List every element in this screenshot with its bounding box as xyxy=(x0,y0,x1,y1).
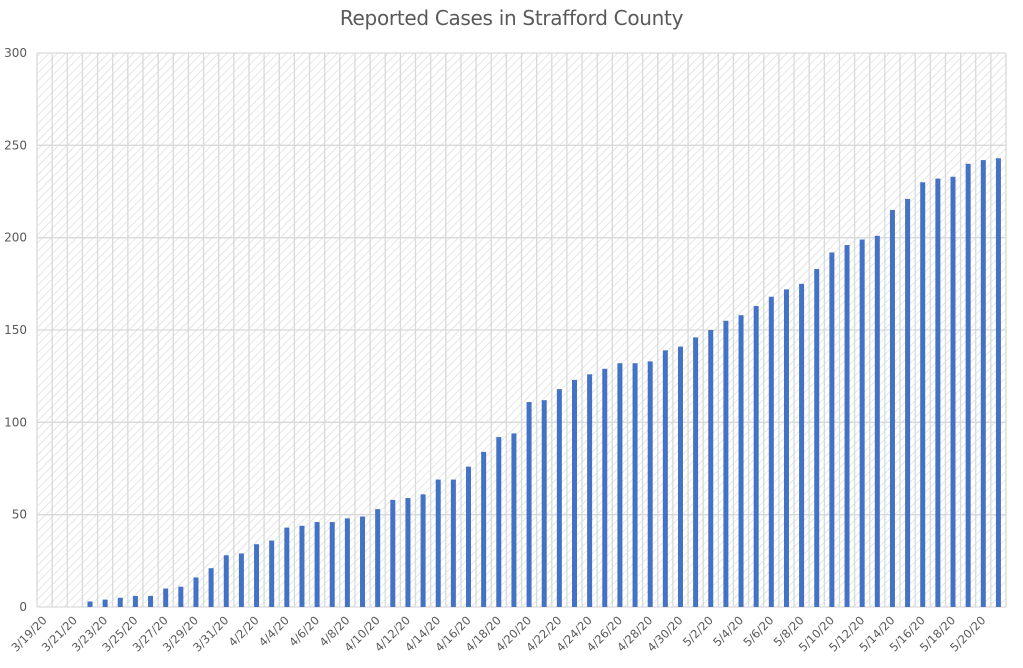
x-tick-label: 4/6/20 xyxy=(286,613,322,649)
bar xyxy=(511,433,517,607)
gridlines xyxy=(36,52,1007,608)
bar xyxy=(693,337,699,607)
bar xyxy=(799,283,805,607)
y-tick-label: 100 xyxy=(4,415,27,429)
bar xyxy=(920,182,926,607)
bar xyxy=(254,544,260,607)
bar xyxy=(163,588,169,607)
bar xyxy=(889,209,895,607)
x-tick-label: 5/6/20 xyxy=(740,613,776,649)
bar xyxy=(602,368,608,607)
bar xyxy=(148,595,154,607)
bar xyxy=(269,540,275,607)
bar xyxy=(344,518,350,607)
bar xyxy=(617,363,623,607)
bar xyxy=(768,296,774,607)
bar xyxy=(223,555,229,607)
bar xyxy=(874,235,880,607)
bar xyxy=(375,509,381,607)
bar xyxy=(102,599,108,607)
bar xyxy=(677,346,683,607)
bar xyxy=(647,361,653,607)
y-tick-label: 300 xyxy=(4,46,27,60)
bar xyxy=(783,289,789,607)
y-tick-label: 200 xyxy=(4,231,27,245)
bar xyxy=(905,198,911,608)
bar xyxy=(738,315,744,607)
bar xyxy=(632,363,638,607)
bar xyxy=(390,499,396,607)
bar xyxy=(935,178,941,607)
y-tick-label: 0 xyxy=(19,600,27,614)
bar xyxy=(329,522,335,607)
bar xyxy=(995,158,1001,607)
bar xyxy=(117,597,123,607)
x-tick-label: 4/4/20 xyxy=(256,613,292,649)
y-tick-label: 150 xyxy=(4,323,27,337)
bar xyxy=(662,350,668,607)
bar xyxy=(859,239,865,607)
bar xyxy=(193,577,199,607)
bar xyxy=(571,379,577,607)
bar xyxy=(299,525,305,607)
bar xyxy=(814,269,820,607)
bar xyxy=(360,516,366,607)
bar xyxy=(496,437,502,607)
bar xyxy=(314,522,320,607)
bar xyxy=(723,320,729,607)
bar xyxy=(238,553,244,607)
y-axis: 0 50 100 150 200 250 300 xyxy=(4,46,27,614)
bar xyxy=(829,252,835,607)
bar xyxy=(435,479,441,607)
bar xyxy=(980,160,986,607)
y-tick-label: 50 xyxy=(12,508,27,522)
x-tick-label: 5/4/20 xyxy=(710,613,746,649)
bar xyxy=(556,389,562,607)
bar xyxy=(950,176,956,607)
bar xyxy=(466,466,472,607)
y-tick-label: 250 xyxy=(4,138,27,152)
x-tick-label: 4/2/20 xyxy=(226,613,262,649)
bar xyxy=(405,498,411,607)
bar xyxy=(708,330,714,607)
bar xyxy=(450,479,456,607)
bar xyxy=(844,245,850,607)
bar xyxy=(587,374,593,607)
x-tick-label: 5/2/20 xyxy=(680,613,716,649)
bar xyxy=(208,568,214,607)
bar xyxy=(87,601,93,607)
bar xyxy=(132,595,138,607)
bars xyxy=(87,158,1001,608)
bar xyxy=(284,527,290,607)
bar xyxy=(965,163,971,608)
bar xyxy=(526,402,532,607)
bar xyxy=(753,305,759,607)
bar xyxy=(481,451,487,607)
bar xyxy=(541,400,547,607)
bar xyxy=(420,494,426,607)
bar xyxy=(178,586,184,607)
x-axis: 3/19/203/21/203/23/203/25/203/27/203/29/… xyxy=(8,613,988,654)
chart-title: Reported Cases in Strafford County xyxy=(339,6,684,30)
